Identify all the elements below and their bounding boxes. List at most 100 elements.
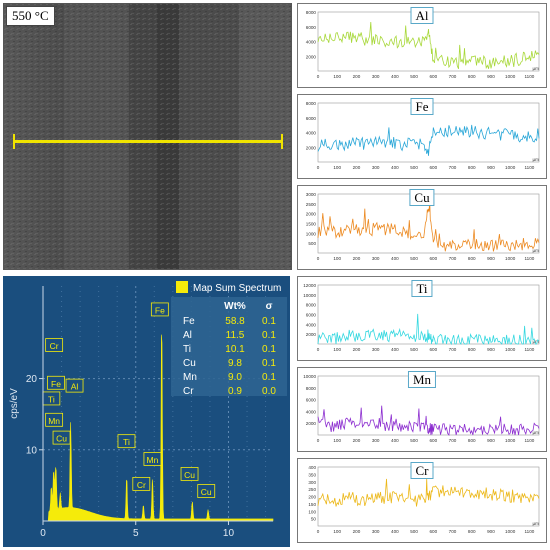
x-tick-label: 100 xyxy=(333,256,341,261)
table-cell: 9.8 xyxy=(228,358,242,369)
y-tick-label: 6000 xyxy=(306,398,317,403)
peak-label-box xyxy=(132,476,151,491)
peak-label-box xyxy=(52,430,71,445)
table-cell: Cr xyxy=(183,386,194,397)
table-cell: 0.1 xyxy=(262,372,276,383)
line-scan-path xyxy=(14,140,283,143)
y-tick-label: 50 xyxy=(311,517,317,522)
y-tick-label: 4000 xyxy=(306,322,317,327)
table-cell: Fe xyxy=(183,316,195,327)
profile-line xyxy=(317,124,540,156)
x-tick-label: 800 xyxy=(468,347,476,352)
x-unit-label: µm xyxy=(533,339,540,344)
x-tick-label: 400 xyxy=(391,347,399,352)
x-tick-label: 200 xyxy=(353,438,361,443)
x-tick-label: 0 xyxy=(317,529,320,534)
x-tick-label: 700 xyxy=(449,529,457,534)
table-cell: 58.8 xyxy=(225,316,245,327)
x-tick-label: 500 xyxy=(410,438,418,443)
eds-spectrum-chart: Cr Fe Ti Mn Al Cu Ti Cr Mn Fe Cu Cu 0 5 10 10 20 cps/eV Ma… xyxy=(9,281,287,539)
y-tick-label: 200 xyxy=(308,495,316,500)
peak-label-box xyxy=(117,434,136,449)
y-tick-label: 150 xyxy=(308,502,316,507)
legend-label: Map Sum Spectrum xyxy=(193,283,281,294)
x-tick-label: 400 xyxy=(391,165,399,170)
y-tick-label: 20 xyxy=(26,374,38,385)
x-tick-label: 200 xyxy=(353,256,361,261)
x-tick-label: 100 xyxy=(333,438,341,443)
peak-label: Cu xyxy=(197,484,216,498)
peak-label-box xyxy=(143,452,162,466)
x-tick-label: 900 xyxy=(487,438,495,443)
temperature-label: 550 °C xyxy=(6,6,55,26)
sem-micrograph: 550 °C xyxy=(3,3,292,270)
profile-chart-fe: 2000 4000 6000 8000 0 100 200 300 400 500 600 700 80… xyxy=(306,101,540,170)
peak-label-text: Cr xyxy=(137,480,146,490)
element-label-ti: Ti xyxy=(411,280,433,297)
x-tick-label: 300 xyxy=(372,165,380,170)
table-cell: 9.0 xyxy=(228,372,242,383)
element-label-cu: Cu xyxy=(409,189,435,206)
peak-label: Cu xyxy=(52,430,71,445)
y-tick-label: 100 xyxy=(308,509,316,514)
x-tick-label: 800 xyxy=(468,438,476,443)
x-tick-label: 1000 xyxy=(505,529,516,534)
line-scan-end xyxy=(281,134,283,149)
peak-label-text: Cr xyxy=(50,341,59,351)
x-tick-label: 0 xyxy=(317,165,320,170)
y-tick-label: 2000 xyxy=(306,212,317,217)
peak-label-text: Mn xyxy=(147,455,159,465)
profile-panel-al: Al 2000 4000 6000 8000 0 100 200 300 400 500 600 70… xyxy=(297,3,547,88)
profile-line xyxy=(317,313,540,346)
x-tick-label: 900 xyxy=(487,256,495,261)
x-tick-label: 5 xyxy=(133,528,139,539)
table-cell: 0.9 xyxy=(228,386,242,397)
x-tick-label: 500 xyxy=(410,165,418,170)
profile-line xyxy=(317,198,540,252)
y-tick-label: 4000 xyxy=(306,131,317,136)
peak-label-box xyxy=(65,378,84,393)
element-label-fe: Fe xyxy=(410,98,434,115)
x-tick-label: 400 xyxy=(391,256,399,261)
y-tick-label: 6000 xyxy=(306,25,317,30)
x-tick-label: 1000 xyxy=(505,165,516,170)
legend-swatch xyxy=(176,281,188,293)
x-tick-label: 700 xyxy=(449,438,457,443)
peak-label-text: Ti xyxy=(123,437,130,447)
peak-label-box xyxy=(150,302,169,317)
x-tick-label: 1000 xyxy=(505,438,516,443)
x-tick-label: 300 xyxy=(372,438,380,443)
x-tick-label: 300 xyxy=(372,256,380,261)
table-cell: Ti xyxy=(183,344,191,355)
x-tick-label: 400 xyxy=(391,529,399,534)
element-label-al: Al xyxy=(410,7,434,24)
element-label-mn: Mn xyxy=(407,371,437,388)
x-unit-label: µm xyxy=(533,430,540,435)
peak-label-text: Fe xyxy=(51,379,61,389)
peak-label-text: Cu xyxy=(201,487,212,497)
peak-label-text: Al xyxy=(71,382,79,392)
y-tick-label: 1500 xyxy=(306,222,317,227)
y-tick-label: 2500 xyxy=(306,202,317,207)
y-tick-label: 4000 xyxy=(306,40,317,45)
y-tick-label: 2000 xyxy=(306,332,317,337)
y-tick-label: 2000 xyxy=(306,54,317,59)
table-cell: 0.1 xyxy=(262,330,276,341)
x-tick-label: 600 xyxy=(429,74,437,79)
profile-chart-mn: 2000 4000 6000 8000 10000 0 100 200 300 400 500 600… xyxy=(303,374,540,443)
table-cell: 0.1 xyxy=(262,344,276,355)
x-tick-label: 1100 xyxy=(524,256,534,261)
profile-line xyxy=(317,21,540,70)
y-tick-label: 8000 xyxy=(306,303,317,308)
peak-label: Cr xyxy=(132,476,151,491)
x-tick-label: 300 xyxy=(372,347,380,352)
x-tick-label: 10 xyxy=(223,528,235,539)
profile-panel-cr: Cr 50 100 150 200 250 300 350 400 0 100 200 300 400 5… xyxy=(297,458,547,543)
x-tick-label: 600 xyxy=(429,347,437,352)
profile-chart-ti: 2000 4000 6000 8000 10000 12000 0 100 200 300 400 5… xyxy=(303,283,540,352)
x-tick-label: 900 xyxy=(487,347,495,352)
y-tick-label: 10 xyxy=(26,445,38,456)
profile-panel-mn: Mn 2000 4000 6000 8000 10000 0 100 200 300 400 500… xyxy=(297,367,547,452)
x-tick-label: 500 xyxy=(410,256,418,261)
y-tick-label: 250 xyxy=(308,487,316,492)
